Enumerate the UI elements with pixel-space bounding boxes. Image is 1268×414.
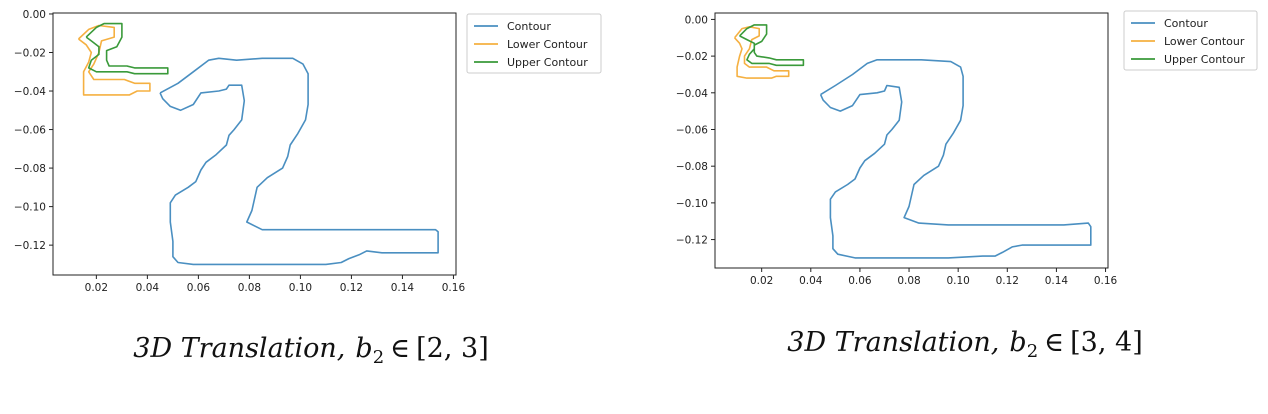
figure-caption: 3D Translation, b2 ∈ [3, 4] xyxy=(787,327,1142,362)
legend-label: Contour xyxy=(1164,17,1208,30)
y-tick-label: −0.08 xyxy=(14,163,46,175)
x-tick-label: 0.12 xyxy=(996,275,1019,287)
x-tick-label: 0.04 xyxy=(799,275,823,287)
series-line-contour xyxy=(819,59,1092,259)
caption-prefix: 3D Translation, xyxy=(787,327,999,358)
y-tick-label: −0.04 xyxy=(14,86,46,98)
series-line-lower-contour xyxy=(77,24,151,96)
caption-prefix: 3D Translation, xyxy=(133,333,345,364)
x-tick-label: 0.08 xyxy=(238,282,261,294)
y-tick-label: −0.12 xyxy=(14,240,46,252)
x-tick-label: 0.08 xyxy=(897,275,920,287)
x-tick-label: 0.16 xyxy=(1094,275,1118,287)
y-tick-label: −0.02 xyxy=(14,47,46,59)
y-tick-label: 0.00 xyxy=(23,9,46,21)
legend-label: Lower Contour xyxy=(1164,35,1245,48)
series-line-lower-contour xyxy=(733,26,790,79)
figure-caption: 3D Translation, b2 ∈ [2, 3] xyxy=(133,333,488,368)
axes-frame xyxy=(52,12,457,276)
caption-rel: ∈ xyxy=(390,333,410,364)
x-tick-label: 0.12 xyxy=(340,282,363,294)
series-line-upper-contour xyxy=(739,24,805,67)
x-tick-label: 0.06 xyxy=(187,282,211,294)
caption-range: [2, 3] xyxy=(416,333,489,364)
caption-var: b xyxy=(355,333,372,364)
x-tick-label: 0.02 xyxy=(750,275,773,287)
x-tick-label: 0.16 xyxy=(442,282,466,294)
x-tick-label: 0.06 xyxy=(848,275,872,287)
x-tick-label: 0.14 xyxy=(1045,275,1069,287)
y-tick-label: −0.06 xyxy=(14,125,46,137)
y-tick-label: −0.02 xyxy=(676,51,708,63)
legend-box xyxy=(466,13,602,74)
caption-sub: 2 xyxy=(1027,341,1038,362)
legend-label: Lower Contour xyxy=(507,38,588,51)
series-line-upper-contour xyxy=(85,22,169,75)
axes-frame xyxy=(714,12,1109,269)
caption-var: b xyxy=(1009,327,1026,358)
series-line-contour xyxy=(159,57,439,266)
x-tick-label: 0.14 xyxy=(391,282,415,294)
y-tick-label: −0.06 xyxy=(676,124,708,136)
caption-sub: 2 xyxy=(373,347,384,368)
y-tick-label: −0.12 xyxy=(676,235,708,247)
y-tick-label: −0.10 xyxy=(14,202,46,214)
x-tick-label: 0.04 xyxy=(136,282,160,294)
x-tick-label: 0.02 xyxy=(85,282,108,294)
legend-box xyxy=(1123,10,1258,71)
x-tick-label: 0.10 xyxy=(946,275,969,287)
chart-panel-right: 0.02 0.04 0.06 0.08 0.10 0.12 0.14 0.16 0.00 −0.0… xyxy=(676,10,1258,362)
y-tick-label: −0.10 xyxy=(676,198,708,210)
y-tick-label: −0.08 xyxy=(676,161,708,173)
legend-label: Upper Contour xyxy=(1164,53,1245,66)
legend-label: Upper Contour xyxy=(507,56,588,69)
caption-range: [3, 4] xyxy=(1070,327,1143,358)
x-tick-label: 0.10 xyxy=(289,282,312,294)
chart-panel-left: 0.02 0.04 0.06 0.08 0.10 0.12 0.14 0.16 0.00 −0.0… xyxy=(14,9,602,368)
legend-label: Contour xyxy=(507,20,551,33)
y-tick-label: 0.00 xyxy=(685,14,708,26)
y-tick-label: −0.04 xyxy=(676,88,708,100)
caption-rel: ∈ xyxy=(1044,327,1064,358)
